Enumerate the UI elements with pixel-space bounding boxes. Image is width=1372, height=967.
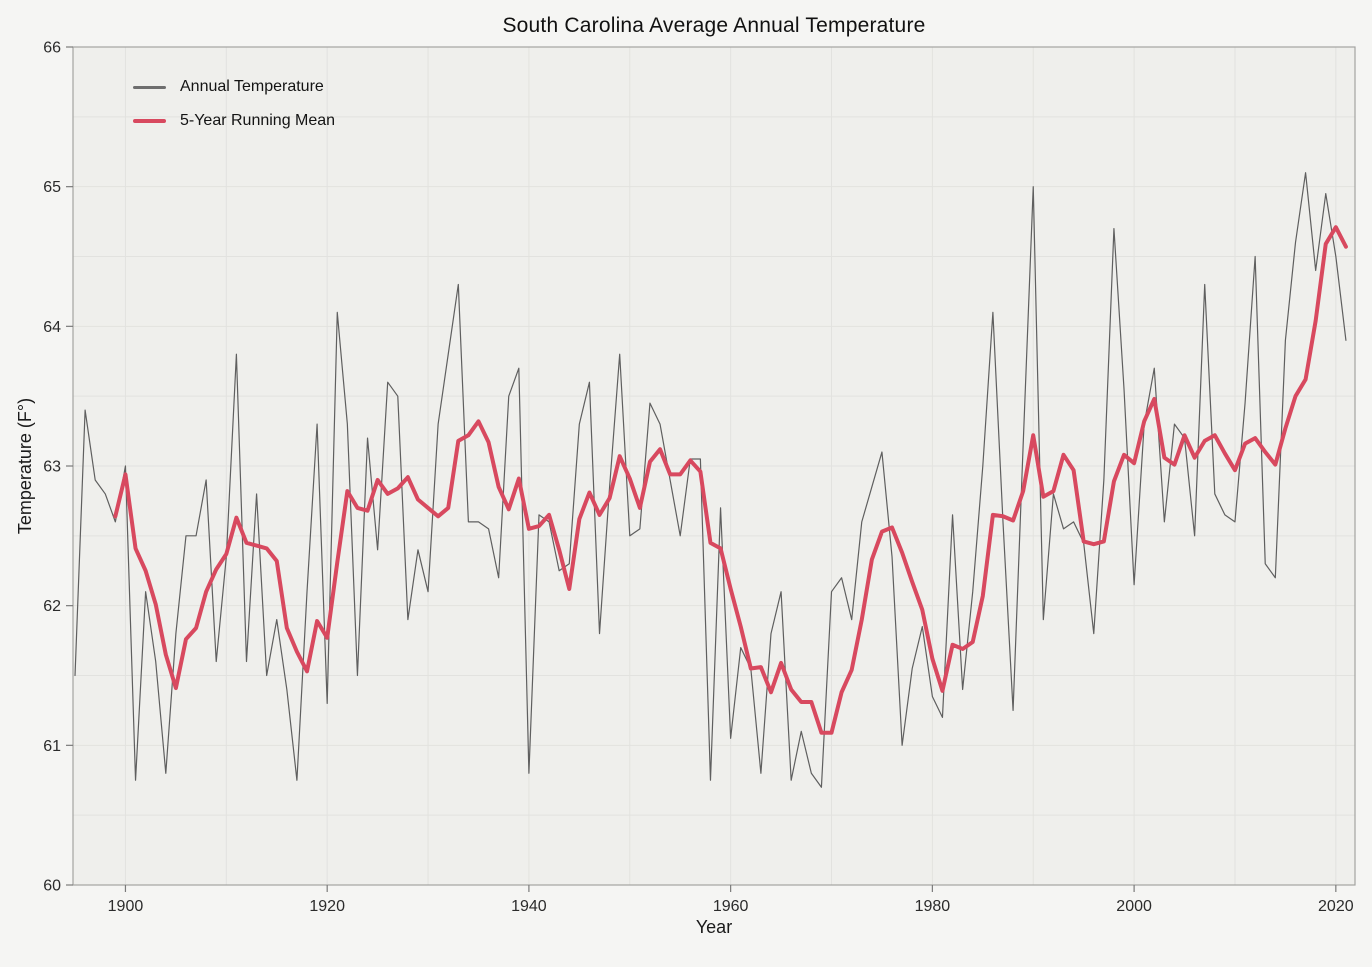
running-mean-line-swatch	[133, 119, 166, 123]
legend-label: Annual Temperature	[180, 78, 324, 95]
chart-title: South Carolina Average Annual Temperatur…	[502, 14, 926, 37]
y-tick-label: 63	[43, 459, 61, 476]
y-tick-label: 62	[43, 598, 61, 615]
y-tick-label: 64	[43, 319, 61, 336]
legend-item-annual-temperature: Annual Temperature	[133, 74, 335, 100]
x-tick-label: 2020	[1318, 898, 1354, 915]
y-tick-label: 66	[43, 40, 61, 57]
legend-label: 5-Year Running Mean	[180, 112, 336, 129]
x-tick-label: 1920	[309, 898, 345, 915]
x-tick-label: 2000	[1116, 898, 1152, 915]
annual-temperature-line-swatch	[133, 85, 166, 89]
y-tick-label: 60	[43, 878, 61, 895]
x-tick-label: 1940	[511, 898, 547, 915]
annual-temperature-line	[74, 172, 1347, 788]
legend-item-running-mean: 5-Year Running Mean	[133, 108, 335, 134]
running-mean-line	[113, 225, 1348, 735]
y-tick-label: 65	[43, 179, 61, 196]
legend: Annual Temperature 5-Year Running Mean	[133, 74, 335, 134]
x-tick-label: 1900	[108, 898, 144, 915]
x-tick-label: 1980	[915, 898, 951, 915]
x-tick-label: 1960	[713, 898, 749, 915]
y-tick-label: 61	[43, 738, 61, 755]
x-axis-title: Year	[695, 917, 733, 937]
y-axis-title: Temperature (F°)	[15, 397, 35, 535]
